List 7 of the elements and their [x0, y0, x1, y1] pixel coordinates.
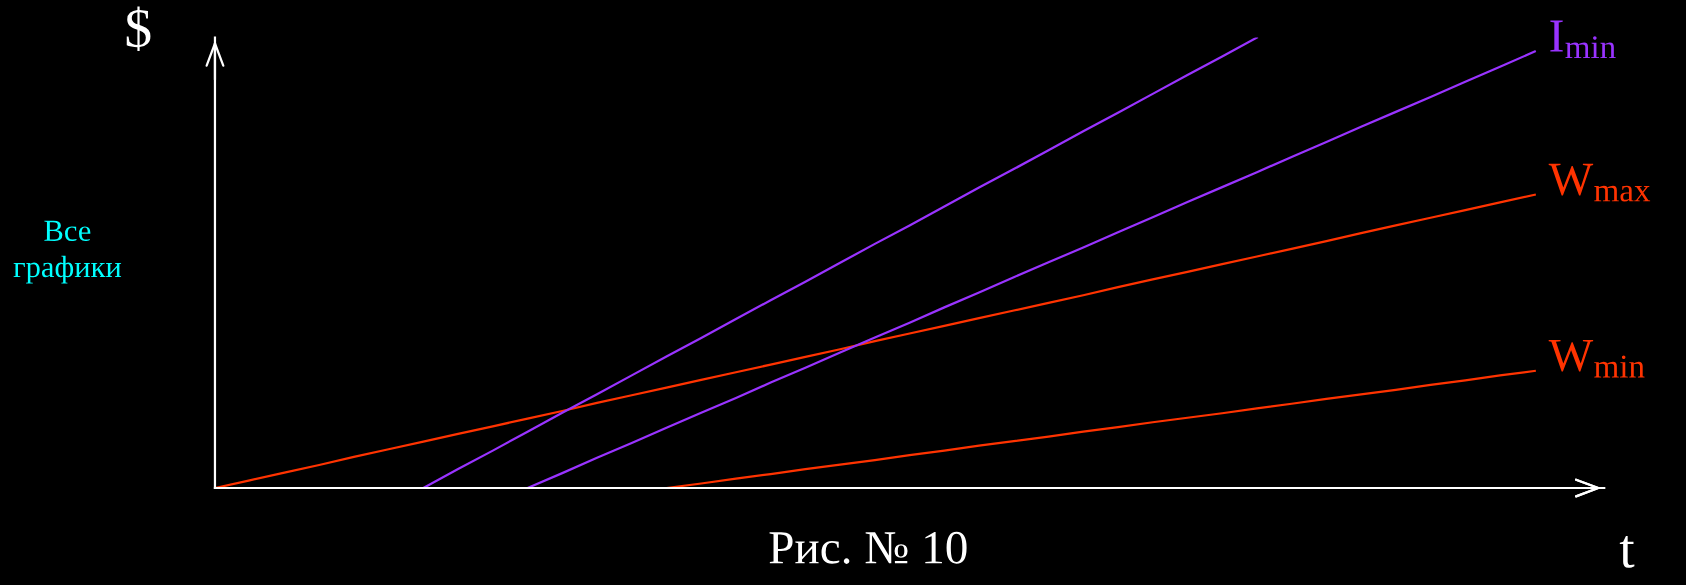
x-axis-title: t [1619, 536, 1635, 568]
text: Все графики [13, 220, 122, 284]
series-label: W$_{min}$ [1548, 339, 1645, 378]
series-label: I$_{min}$ [1550, 20, 1616, 59]
y-axis-title: $ [126, 6, 151, 51]
text: Рис. № 10 [769, 531, 967, 564]
series-label: W$_{max}$ [1548, 163, 1651, 202]
